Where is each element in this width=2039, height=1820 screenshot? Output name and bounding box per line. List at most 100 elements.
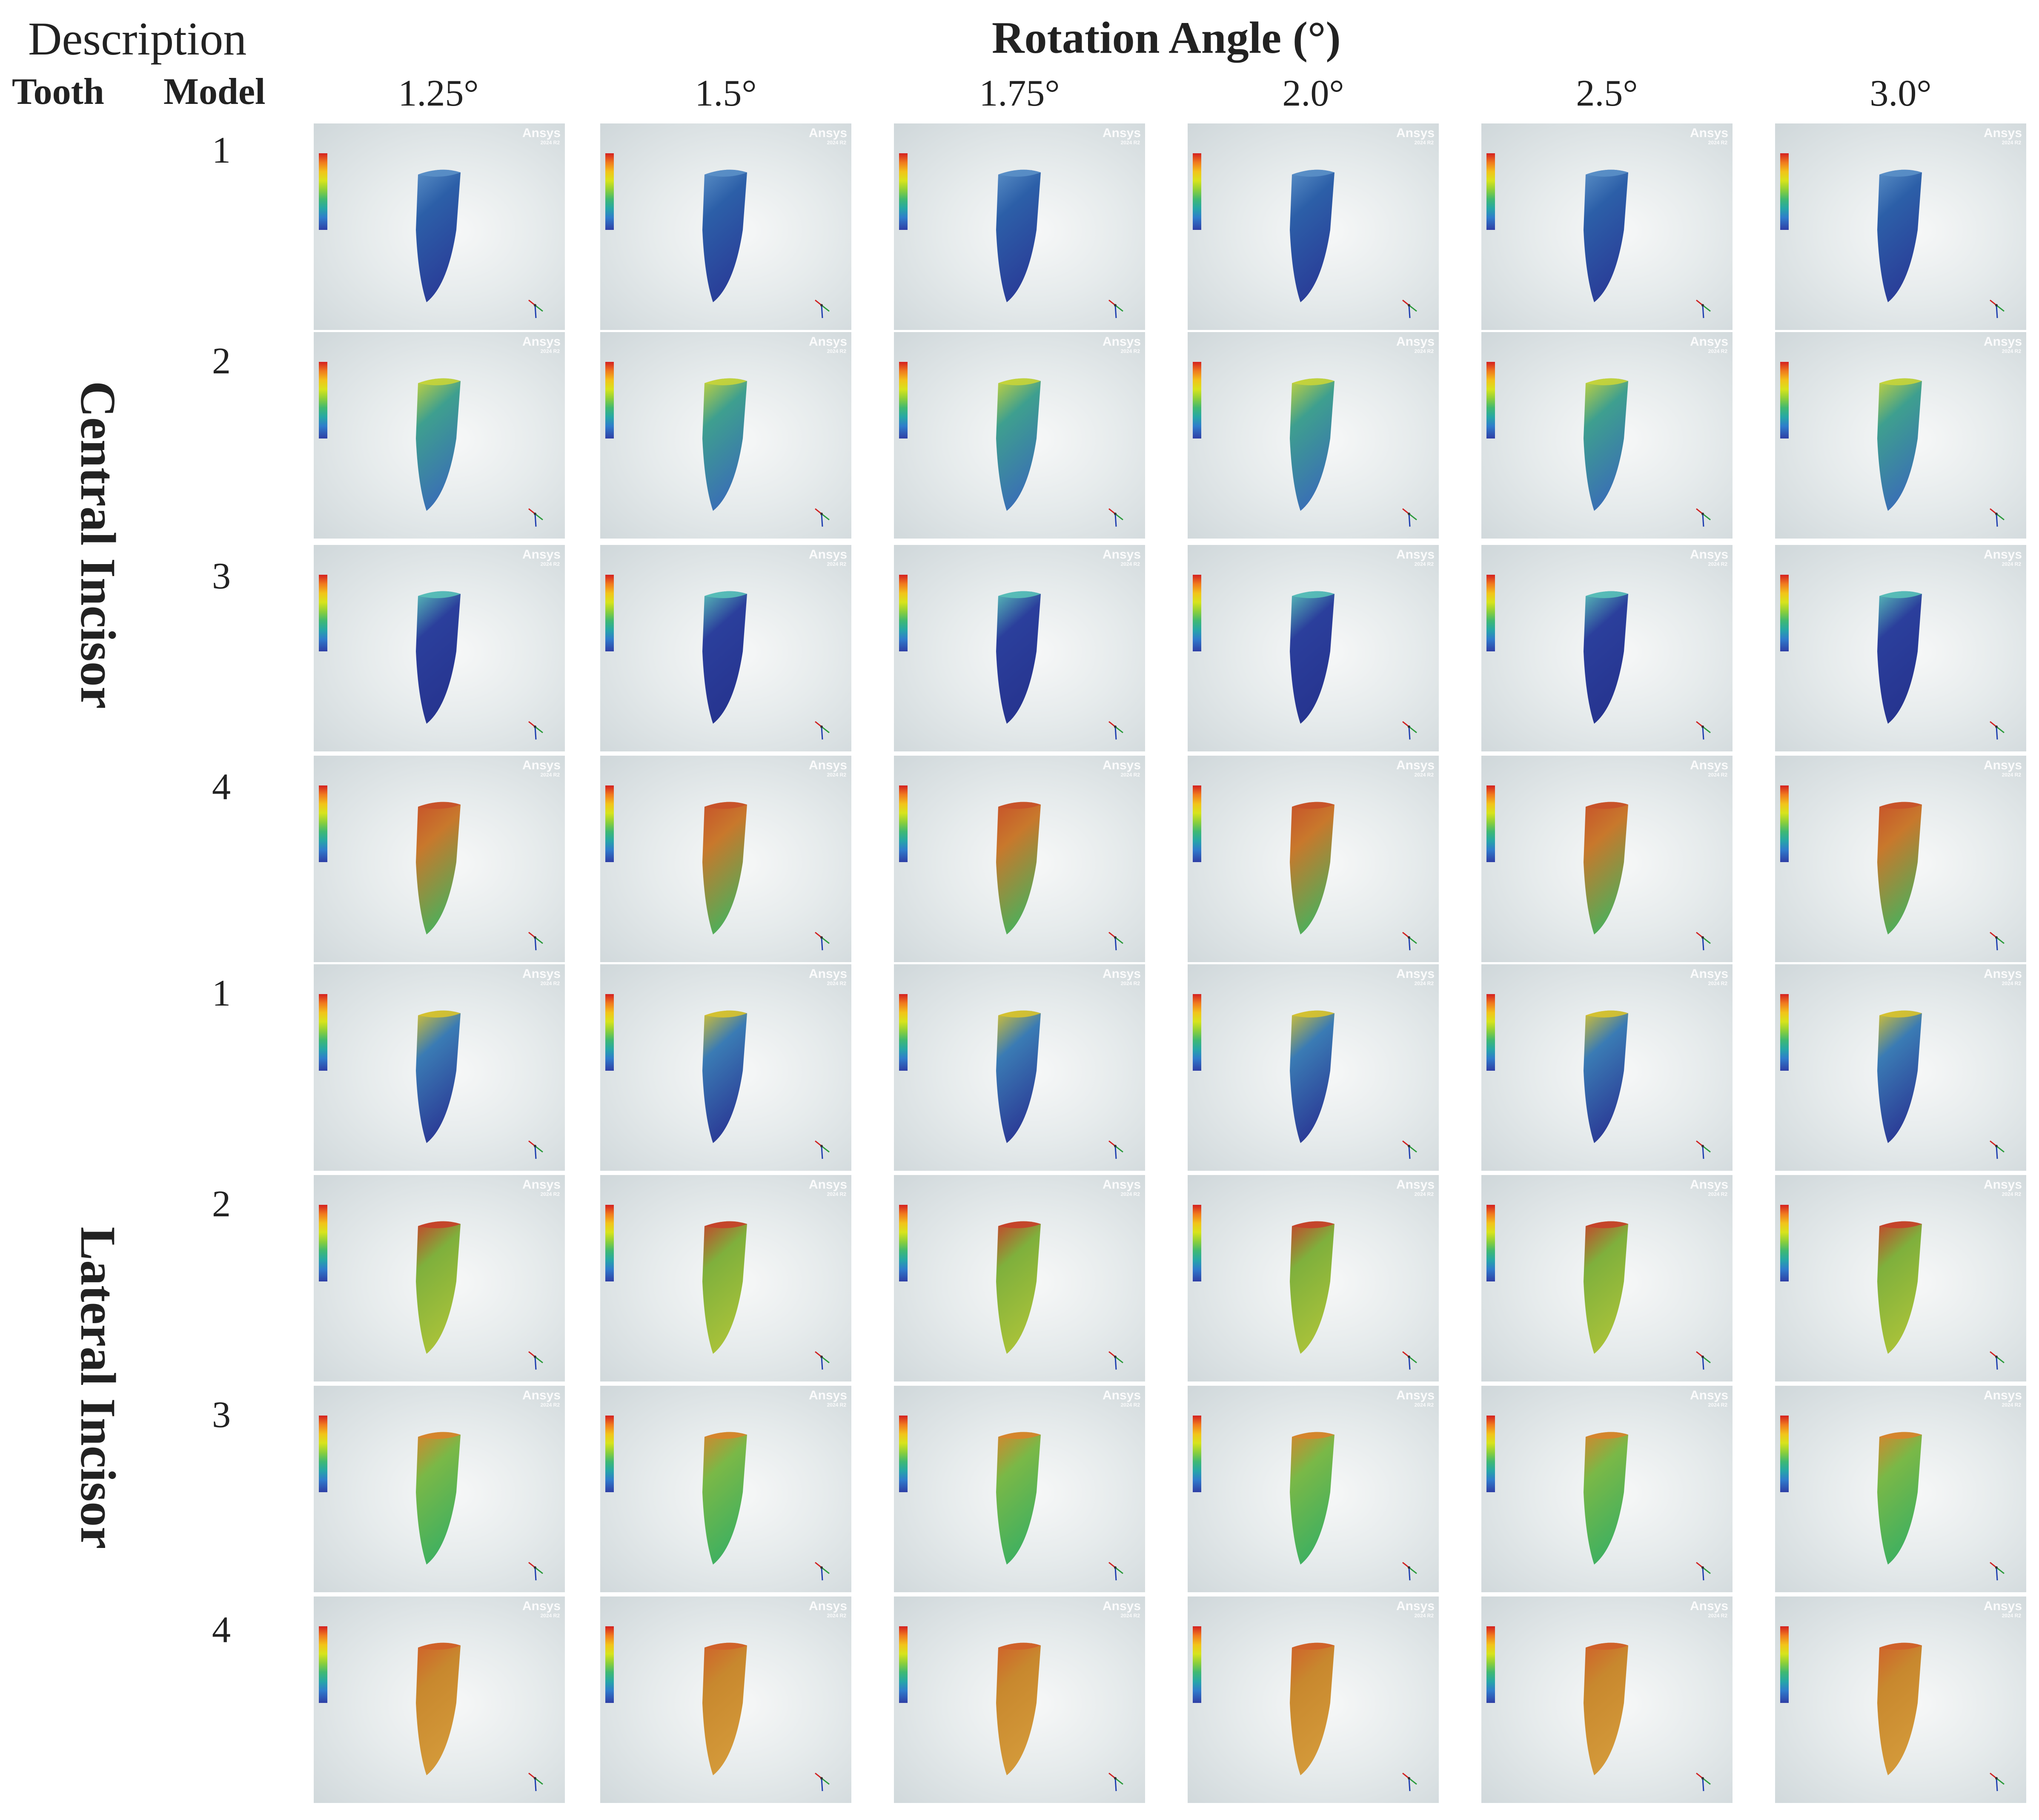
ansys-version: 2024 R2	[1708, 348, 1727, 354]
ansys-logo: Ansys	[1690, 1178, 1728, 1192]
ansys-logo: Ansys	[522, 1599, 561, 1613]
ansys-version: 2024 R2	[1708, 140, 1727, 146]
fea-stress-image: Ansys 2024 R2	[600, 332, 851, 539]
fea-stress-image: Ansys 2024 R2	[894, 756, 1145, 962]
ansys-logo: Ansys	[1983, 1388, 2022, 1402]
ansys-version: 2024 R2	[1414, 140, 1434, 146]
tooth-model	[1584, 1642, 1628, 1775]
description-header: Description	[28, 13, 247, 65]
stress-color-legend	[1193, 1416, 1201, 1492]
coordinate-triad-icon	[815, 1140, 830, 1159]
stress-color-legend	[1780, 1205, 1789, 1281]
ansys-logo: Ansys	[1102, 967, 1141, 981]
fea-stress-image: Ansys 2024 R2	[314, 123, 565, 330]
fea-stress-image: Ansys 2024 R2	[1188, 756, 1439, 962]
ansys-logo: Ansys	[1690, 126, 1728, 140]
ansys-version: 2024 R2	[1708, 772, 1727, 778]
stress-color-legend	[1486, 153, 1495, 230]
tooth-model	[1584, 1432, 1628, 1565]
tooth-model	[1877, 1221, 1922, 1354]
fea-stress-image: Ansys 2024 R2	[314, 1596, 565, 1803]
tooth-model	[1877, 378, 1922, 511]
ansys-version: 2024 R2	[540, 772, 560, 778]
fea-stress-image: Ansys 2024 R2	[894, 1386, 1145, 1592]
ansys-version: 2024 R2	[1708, 1613, 1727, 1619]
stress-color-legend	[1193, 153, 1201, 230]
ansys-version: 2024 R2	[2002, 980, 2021, 986]
rotation-angle-header: Rotation Angle (°)	[992, 13, 1341, 63]
fea-stress-image: Ansys 2024 R2	[1481, 332, 1733, 539]
tooth-model	[1290, 1010, 1335, 1143]
ansys-logo: Ansys	[1102, 126, 1141, 140]
ansys-version: 2024 R2	[1414, 1402, 1434, 1408]
ansys-logo: Ansys	[1396, 758, 1435, 772]
ansys-logo: Ansys	[1102, 1178, 1141, 1192]
ansys-logo: Ansys	[1983, 1599, 2022, 1613]
coordinate-triad-icon	[528, 1351, 543, 1370]
coordinate-triad-icon	[815, 721, 830, 740]
coordinate-triad-icon	[1990, 931, 2005, 951]
fea-stress-image: Ansys 2024 R2	[1188, 332, 1439, 539]
fea-stress-image: Ansys 2024 R2	[1775, 964, 2026, 1171]
stress-color-legend	[1486, 1416, 1495, 1492]
stress-color-legend	[1193, 575, 1201, 651]
fea-stress-image: Ansys 2024 R2	[1775, 1386, 2026, 1592]
ansys-logo: Ansys	[1690, 335, 1728, 349]
stress-color-legend	[899, 362, 908, 439]
coordinate-triad-icon	[1402, 721, 1417, 740]
fea-stress-image: Ansys 2024 R2	[600, 1386, 851, 1592]
model-column-header: Model	[163, 71, 266, 112]
coordinate-triad-icon	[528, 299, 543, 318]
coordinate-triad-icon	[1402, 1562, 1417, 1581]
tooth-model	[702, 802, 747, 934]
tooth-model	[416, 378, 461, 511]
ansys-logo: Ansys	[1396, 967, 1435, 981]
fea-stress-image: Ansys 2024 R2	[1481, 123, 1733, 330]
stress-color-legend	[605, 1416, 614, 1492]
ansys-logo: Ansys	[808, 967, 847, 981]
ansys-logo: Ansys	[1983, 335, 2022, 349]
stress-color-legend	[319, 1626, 327, 1703]
fea-stress-image: Ansys 2024 R2	[1775, 123, 2026, 330]
stress-color-legend	[605, 994, 614, 1071]
fea-stress-image: Ansys 2024 R2	[1188, 545, 1439, 751]
coordinate-triad-icon	[1402, 1351, 1417, 1370]
ansys-version: 2024 R2	[1120, 1191, 1140, 1197]
stress-color-legend	[605, 153, 614, 230]
fea-stress-image: Ansys 2024 R2	[600, 1175, 851, 1381]
angle-header-2: 1.5°	[695, 73, 757, 114]
ansys-logo: Ansys	[522, 967, 561, 981]
coordinate-triad-icon	[1696, 1351, 1711, 1370]
coordinate-triad-icon	[815, 1351, 830, 1370]
ansys-logo: Ansys	[1690, 758, 1728, 772]
fea-stress-image: Ansys 2024 R2	[1775, 756, 2026, 962]
stress-color-legend	[605, 1205, 614, 1281]
coordinate-triad-icon	[1402, 1772, 1417, 1791]
stress-color-legend	[319, 1205, 327, 1281]
fea-stress-image: Ansys 2024 R2	[314, 545, 565, 751]
ansys-version: 2024 R2	[2002, 772, 2021, 778]
tooth-model	[702, 1221, 747, 1354]
ansys-version: 2024 R2	[1708, 980, 1727, 986]
ansys-logo: Ansys	[1983, 967, 2022, 981]
stress-color-legend	[1780, 1416, 1789, 1492]
stress-color-legend	[1780, 1626, 1789, 1703]
ansys-logo: Ansys	[1690, 1388, 1728, 1402]
stress-color-legend	[1193, 785, 1201, 862]
tooth-model	[1584, 1221, 1628, 1354]
tooth-model	[996, 169, 1041, 302]
coordinate-triad-icon	[1108, 299, 1123, 318]
fea-stress-image: Ansys 2024 R2	[894, 964, 1145, 1171]
coordinate-triad-icon	[1696, 1772, 1711, 1791]
fea-stress-image: Ansys 2024 R2	[314, 964, 565, 1171]
ansys-version: 2024 R2	[1120, 348, 1140, 354]
tooth-model	[416, 1432, 461, 1565]
ansys-version: 2024 R2	[827, 1191, 846, 1197]
fea-stress-image: Ansys 2024 R2	[1775, 545, 2026, 751]
coordinate-triad-icon	[1108, 1562, 1123, 1581]
tooth-model	[1584, 378, 1628, 511]
angle-header-6: 3.0°	[1870, 73, 1932, 114]
ansys-logo: Ansys	[808, 1599, 847, 1613]
stress-color-legend	[1486, 362, 1495, 439]
coordinate-triad-icon	[1108, 1772, 1123, 1791]
